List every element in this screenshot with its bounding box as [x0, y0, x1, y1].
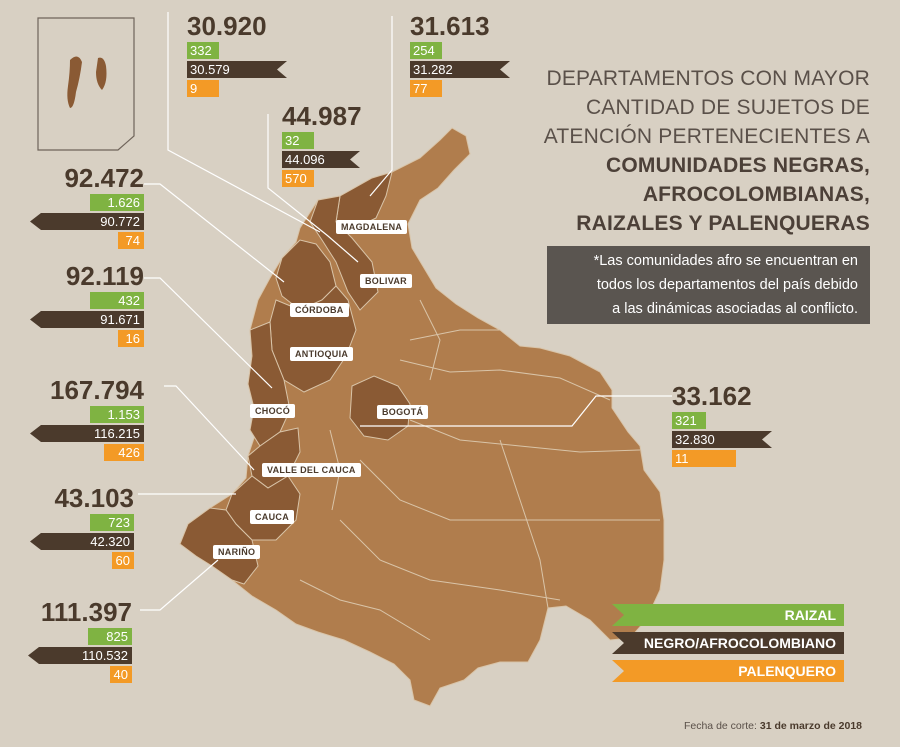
leader-bolivar — [267, 114, 359, 263]
map-label-valle: VALLE DEL CAUCA — [262, 463, 361, 477]
stat-cauca: 43.103 723 42.320 60 — [0, 484, 134, 571]
title-bold-line-2: AFROCOLOMBIANAS, — [642, 183, 870, 206]
stat-negro: 116.215 — [30, 425, 144, 442]
note-line-1: *Las comunidades afro se encuentran en — [593, 253, 858, 269]
stat-negro: 31.282 — [410, 61, 510, 78]
leader-cordoba — [144, 183, 285, 283]
title-line-1: DEPARTAMENTOS CON MAYOR — [546, 67, 870, 90]
stat-total: 111.397 — [40, 597, 132, 627]
stat-raizal: 1.626 — [90, 194, 144, 211]
title-line-2: CANTIDAD DE SUJETOS DE — [585, 96, 870, 119]
stat-narino: 111.397 825 110.532 40 — [0, 598, 132, 685]
map-label-cordoba: CÓRDOBA — [290, 303, 349, 317]
stat-negro: 44.096 — [282, 151, 360, 168]
title-bold-line-1: COMUNIDADES NEGRAS, — [606, 154, 870, 177]
stat-raizal: 1.153 — [90, 406, 144, 423]
note-line-2: todos los departamentos del país debido — [596, 277, 858, 293]
stat-raizal: 825 — [88, 628, 132, 645]
leader-bogota — [360, 395, 672, 427]
stat-palenquero: 40 — [110, 666, 132, 683]
footer-date: 31 de marzo de 2018 — [759, 720, 862, 732]
stat-negro: 42.320 — [30, 533, 134, 550]
department-borders — [299, 299, 660, 641]
leader-narino — [140, 559, 219, 611]
title: DEPARTAMENTOS CON MAYOR CANTIDAD DE SUJE… — [510, 64, 870, 238]
legend: RAIZAL NEGRO/AFROCOLOMBIANO PALENQUERO — [612, 604, 844, 688]
stat-total: 92.472 — [64, 163, 144, 193]
stat-negro: 90.772 — [30, 213, 144, 230]
stat-choco: 167.794 1.153 116.215 426 — [4, 376, 144, 463]
legend-raizal: RAIZAL — [612, 604, 844, 626]
note-box: *Las comunidades afro se encuentran en t… — [547, 246, 870, 324]
stat-bogota: 33.162 321 32.830 11 — [672, 382, 812, 469]
stat-palenquero: 16 — [118, 330, 144, 347]
stat-raizal: 332 — [187, 42, 219, 59]
map-label-antioquia: ANTIOQUIA — [290, 347, 354, 361]
leader-lines — [138, 12, 672, 611]
stat-bolivar: 44.987 32 44.096 570 — [282, 102, 422, 189]
leader-choco — [164, 385, 255, 471]
map-label-cauca: CAUCA — [250, 510, 294, 524]
stat-palenquero: 60 — [112, 552, 134, 569]
stat-palenquero: 11 — [672, 450, 736, 467]
title-bold-line-3: RAIZALES Y PALENQUERAS — [576, 212, 870, 235]
stat-palenquero: 74 — [118, 232, 144, 249]
title-line-3: ATENCIÓN PERTENECIENTES A — [543, 125, 870, 148]
footer: Fecha de corte: 31 de marzo de 2018 — [684, 720, 862, 732]
footer-label: Fecha de corte: — [683, 720, 757, 732]
providencia-island — [96, 57, 107, 90]
map-label-bogota: BOGOTÁ — [377, 405, 429, 419]
map-label-magdalena: MAGDALENA — [336, 220, 408, 234]
stat-cordoba: 92.472 1.626 90.772 74 — [4, 164, 144, 251]
stat-palenquero: 570 — [282, 170, 314, 187]
stat-san-andres: 30.920 332 30.579 9 — [187, 12, 327, 99]
stat-palenquero: 77 — [410, 80, 442, 97]
stat-negro: 30.579 — [187, 61, 287, 78]
leader-magdalena — [369, 16, 393, 197]
inset-frame — [37, 17, 135, 151]
leader-san-andres — [167, 12, 321, 233]
stat-raizal: 723 — [90, 514, 134, 531]
stat-total: 30.920 — [187, 11, 267, 41]
stat-total: 31.613 — [410, 11, 490, 41]
map-label-bolivar: BOLIVAR — [360, 274, 412, 288]
stat-total: 43.103 — [54, 483, 134, 513]
stat-raizal: 321 — [672, 412, 706, 429]
note-line-3: a las dinámicas asociadas al conflicto. — [612, 301, 858, 317]
stat-palenquero: 9 — [187, 80, 219, 97]
stat-palenquero: 426 — [104, 444, 144, 461]
stat-magdalena: 31.613 254 31.282 77 — [410, 12, 550, 99]
stat-total: 33.162 — [672, 381, 752, 411]
stat-raizal: 32 — [282, 132, 314, 149]
stat-negro: 32.830 — [672, 431, 772, 448]
legend-palenquero: PALENQUERO — [612, 660, 844, 682]
map-label-narino: NARIÑO — [213, 545, 261, 559]
san-andres-island — [67, 56, 82, 108]
stat-antioquia: 92.119 432 91.671 16 — [4, 262, 144, 349]
stat-negro: 91.671 — [30, 311, 144, 328]
map-label-choco: CHOCÓ — [250, 404, 295, 418]
stat-negro: 110.532 — [28, 647, 132, 664]
stat-total: 92.119 — [65, 261, 144, 291]
leader-antioquia — [144, 277, 273, 389]
stat-total: 167.794 — [50, 375, 144, 405]
legend-negro: NEGRO/AFROCOLOMBIANO — [612, 632, 844, 654]
stat-raizal: 432 — [90, 292, 144, 309]
stat-raizal: 254 — [410, 42, 442, 59]
stat-total: 44.987 — [282, 101, 362, 131]
